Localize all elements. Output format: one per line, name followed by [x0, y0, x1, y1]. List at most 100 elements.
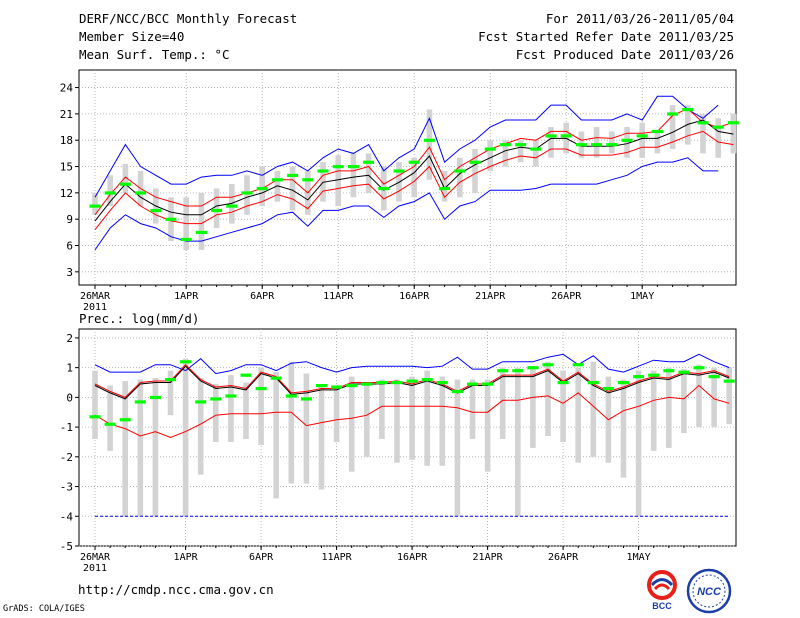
y-tick-label: 0	[66, 391, 73, 404]
spread-box	[502, 140, 509, 167]
spread-box	[259, 166, 265, 207]
x-tick-label: 16APR	[399, 291, 430, 302]
median-marker	[727, 121, 739, 125]
spread-box	[152, 378, 159, 517]
median-marker	[663, 369, 675, 373]
median-marker	[648, 373, 660, 377]
median-marker	[497, 369, 509, 373]
median-marker	[195, 400, 207, 404]
x-tick-label: 1MAY	[627, 552, 651, 563]
median-marker	[633, 375, 645, 379]
median-marker	[165, 217, 177, 221]
median-marker	[530, 147, 542, 151]
median-marker	[285, 394, 297, 398]
median-marker	[708, 375, 720, 379]
x-tick-label: 26MAR	[80, 291, 111, 302]
median-marker	[270, 376, 282, 380]
y-tick-label: 1	[66, 362, 73, 375]
median-marker	[621, 138, 633, 142]
spread-box	[715, 118, 721, 158]
chart-title: DERF/NCC/BCC Monthly Forecast	[79, 11, 298, 26]
spread-box	[548, 127, 554, 158]
spread-box	[379, 379, 385, 439]
x-tick-label: 11APR	[323, 291, 354, 302]
median-marker	[451, 389, 463, 394]
median-marker	[256, 186, 268, 191]
spread-box	[457, 157, 463, 198]
median-marker	[393, 169, 405, 173]
median-marker	[149, 395, 161, 400]
median-marker	[135, 191, 147, 195]
spread-box	[137, 379, 144, 517]
median-marker	[195, 230, 207, 235]
x-tick-label: 26MAR	[80, 552, 111, 563]
x-tick-label: 21APR	[473, 552, 504, 563]
median-marker	[527, 366, 539, 370]
x-tick-label: 16APR	[397, 552, 428, 563]
spread-box	[273, 372, 279, 499]
y-tick-label: 3	[66, 266, 73, 279]
spread-box	[593, 127, 600, 158]
y-tick-label: 2	[66, 332, 73, 345]
spread-box	[289, 166, 296, 211]
median-marker	[484, 147, 496, 151]
median-marker	[512, 369, 524, 373]
footer-url[interactable]: http://cmdp.ncc.cma.gov.cn	[78, 582, 274, 597]
spread-box	[244, 175, 250, 215]
spread-box	[711, 367, 717, 428]
median-marker	[211, 208, 223, 213]
spread-box	[364, 382, 370, 457]
spread-box	[92, 370, 98, 439]
spread-box	[575, 367, 581, 463]
median-marker	[572, 363, 584, 367]
spread-box	[620, 379, 627, 478]
spread-box	[122, 163, 129, 193]
spread-box	[696, 364, 702, 428]
median-marker	[545, 134, 557, 138]
median-marker	[104, 422, 116, 426]
median-marker	[682, 107, 694, 112]
median-marker	[346, 383, 358, 388]
median-marker	[89, 204, 101, 208]
spread-box	[122, 381, 128, 517]
spread-box	[666, 367, 672, 448]
spread-box	[515, 367, 521, 517]
inner-lower-line	[94, 384, 730, 439]
outer-upper-line	[94, 353, 730, 375]
spread-box	[560, 370, 566, 442]
y-tick-label: 6	[66, 240, 73, 253]
x-tick-label: 26APR	[551, 291, 582, 302]
ensemble-mean-line	[94, 365, 730, 400]
spread-box	[348, 376, 355, 472]
x-tick-label: 6APR	[249, 552, 274, 563]
median-marker	[316, 383, 327, 388]
x-tick-label: 26APR	[548, 552, 579, 563]
spread-box	[335, 155, 341, 207]
spread-box	[726, 367, 732, 425]
median-marker	[454, 169, 466, 173]
spread-box	[426, 109, 433, 180]
median-marker	[678, 370, 690, 374]
spread-box	[639, 122, 645, 158]
spread-box	[409, 376, 415, 460]
spread-box	[411, 157, 417, 198]
median-marker	[287, 173, 299, 178]
spread-box	[198, 192, 205, 250]
x-tick-label: 2011	[83, 563, 107, 574]
median-marker	[271, 178, 283, 182]
median-marker	[302, 178, 314, 182]
spread-box	[533, 140, 539, 167]
y-tick-label: -2	[60, 451, 73, 464]
ncc-logo: NCC	[686, 568, 732, 618]
variable-label: Mean Surf. Temp.: °C	[79, 47, 230, 62]
median-marker	[557, 381, 569, 385]
spread-box	[590, 361, 597, 457]
spread-box	[454, 379, 461, 517]
median-marker	[89, 415, 101, 419]
median-marker	[439, 186, 451, 191]
spread-box	[650, 370, 657, 451]
spread-box	[484, 379, 491, 472]
x-tick-label: 6APR	[250, 291, 275, 302]
median-marker	[606, 143, 618, 147]
